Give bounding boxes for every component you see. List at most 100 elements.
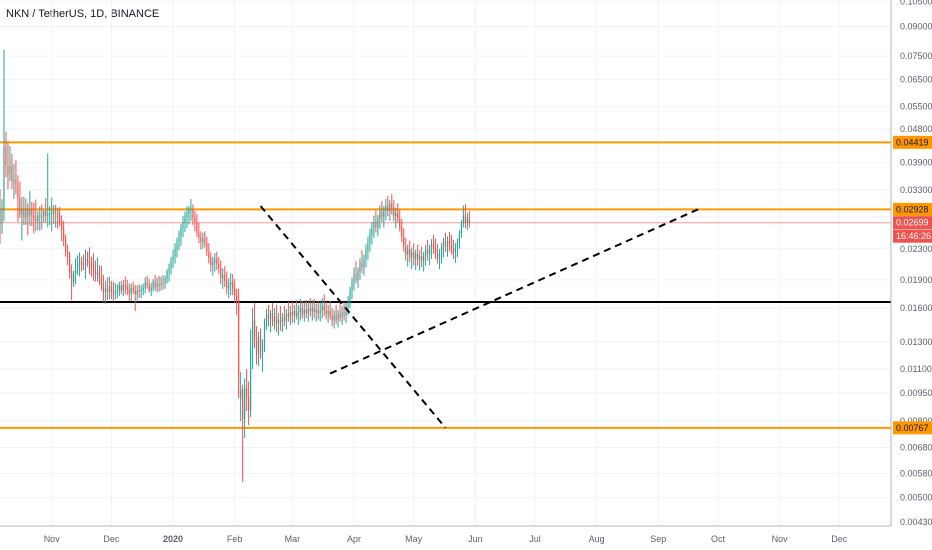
price-axis[interactable]: 0.10500 0.09000 0.07500 0.06500 0.05500 0.048… bbox=[890, 0, 932, 527]
time-axis[interactable]: Nov Dec 2020 Feb Mar Apr May Jun Jul Aug Sep Oct Nov… bbox=[0, 525, 891, 544]
candle-body bbox=[7, 165, 9, 175]
candle bbox=[387, 195, 389, 217]
time-tick-label: 2020 bbox=[163, 534, 183, 544]
candle-body bbox=[126, 286, 128, 290]
candle-body bbox=[39, 215, 41, 217]
candle-body bbox=[5, 146, 7, 166]
price-tick-label: 0.10500 bbox=[900, 0, 932, 6]
candle bbox=[122, 279, 124, 297]
candle-body bbox=[383, 209, 385, 217]
candle bbox=[249, 329, 252, 417]
candle-body bbox=[395, 212, 397, 217]
candle bbox=[379, 205, 381, 229]
candle-body bbox=[138, 290, 140, 292]
price-tick-label: 0.00500 bbox=[900, 493, 932, 503]
candle bbox=[118, 281, 120, 297]
candle-body bbox=[228, 285, 230, 288]
candle bbox=[202, 232, 204, 249]
candle-body bbox=[273, 316, 276, 322]
candle-body bbox=[106, 288, 108, 292]
candle-body bbox=[234, 288, 236, 297]
candle-body bbox=[315, 310, 317, 313]
candle bbox=[13, 163, 15, 200]
candle bbox=[100, 265, 103, 291]
candle bbox=[287, 301, 289, 322]
price-badge-label: 0.00767 bbox=[896, 423, 929, 433]
candle-body bbox=[355, 274, 357, 280]
candle bbox=[353, 267, 355, 291]
candle-body bbox=[327, 311, 329, 315]
candle-body bbox=[214, 259, 216, 263]
candle bbox=[84, 249, 87, 280]
candle bbox=[55, 204, 57, 228]
candle bbox=[257, 332, 260, 367]
price-tick-label: 0.00950 bbox=[900, 388, 932, 398]
candle bbox=[156, 277, 158, 293]
candle-body bbox=[21, 209, 23, 215]
candle-body bbox=[251, 320, 254, 349]
candle-body bbox=[19, 198, 21, 215]
candle-body bbox=[255, 340, 258, 355]
price-tick-label: 0.00580 bbox=[900, 468, 932, 478]
candle-body bbox=[114, 291, 116, 294]
candle bbox=[369, 228, 371, 252]
candle bbox=[293, 304, 295, 323]
candle-body bbox=[293, 311, 295, 316]
candle bbox=[15, 160, 17, 195]
candle bbox=[395, 207, 397, 229]
candle-body bbox=[96, 272, 99, 275]
candle bbox=[45, 198, 47, 223]
candle bbox=[35, 199, 37, 232]
candle-body bbox=[462, 214, 464, 224]
candle bbox=[299, 299, 301, 321]
candle bbox=[295, 299, 297, 320]
countdown-label: 16:46:26 bbox=[896, 231, 931, 241]
candle bbox=[230, 273, 232, 296]
time-tick-label: Feb bbox=[227, 534, 243, 544]
candle bbox=[259, 328, 262, 359]
candle bbox=[102, 274, 105, 302]
candle-body bbox=[271, 313, 274, 322]
candle bbox=[440, 243, 443, 264]
candle bbox=[415, 249, 417, 270]
candle bbox=[285, 308, 287, 330]
candle-body bbox=[63, 229, 65, 240]
candle bbox=[255, 326, 258, 365]
candle-body bbox=[446, 241, 449, 246]
candle bbox=[458, 230, 461, 249]
candle-body bbox=[162, 282, 164, 284]
candle bbox=[17, 175, 19, 223]
candle bbox=[124, 276, 126, 295]
time-tick-label: Nov bbox=[44, 534, 61, 544]
candle bbox=[112, 281, 114, 302]
candle-body bbox=[190, 209, 192, 211]
chart-title: NKN / TetherUS, 1D, BINANCE bbox=[6, 8, 160, 20]
candle-body bbox=[224, 274, 226, 281]
candle-body bbox=[331, 316, 333, 321]
candle bbox=[442, 237, 445, 258]
candle bbox=[43, 209, 45, 223]
candle-body bbox=[130, 287, 132, 294]
candle-body bbox=[427, 249, 429, 255]
candle-body bbox=[124, 285, 126, 287]
candle bbox=[25, 198, 27, 226]
price-badge bbox=[893, 421, 932, 435]
candle bbox=[323, 294, 325, 317]
candle-body bbox=[456, 241, 459, 249]
candle bbox=[218, 256, 220, 275]
candle bbox=[98, 265, 101, 286]
candle bbox=[403, 228, 405, 252]
candle bbox=[385, 199, 387, 221]
candle bbox=[267, 304, 270, 327]
candle-body bbox=[104, 288, 107, 293]
candle bbox=[166, 269, 168, 284]
candle-body bbox=[232, 282, 234, 289]
candle bbox=[309, 298, 311, 317]
candle-body bbox=[230, 282, 232, 286]
candle-body bbox=[1, 209, 3, 226]
candle-body bbox=[432, 243, 435, 249]
candle bbox=[90, 256, 93, 277]
candle-body bbox=[275, 316, 278, 324]
time-tick-label: Nov bbox=[772, 534, 789, 544]
